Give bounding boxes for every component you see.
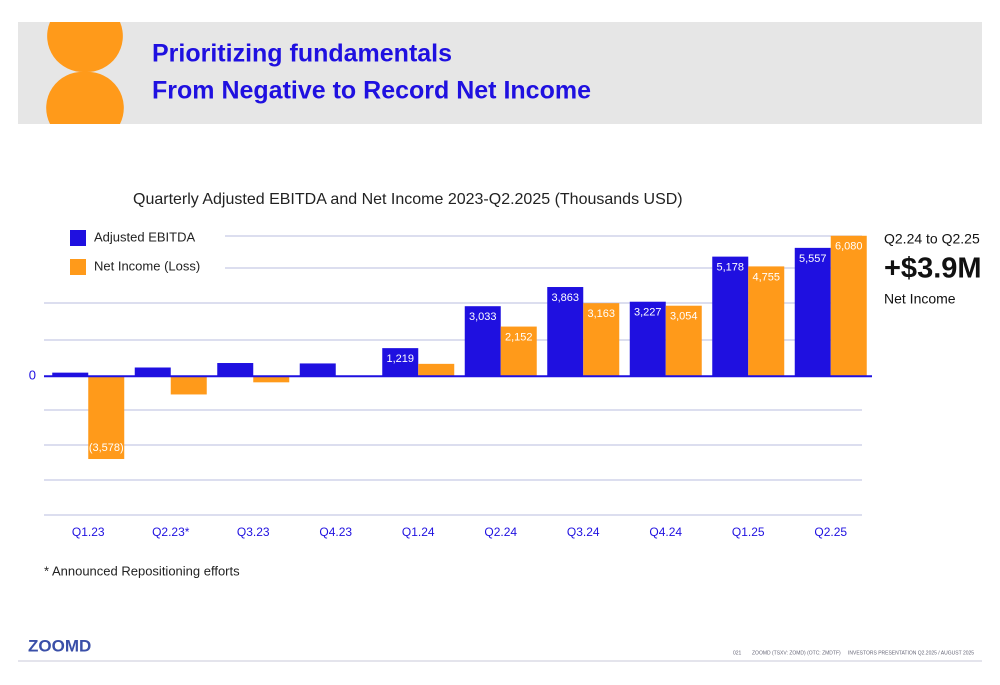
value-label: 557 — [309, 348, 327, 360]
footer-page: 021 — [733, 650, 742, 656]
bar — [88, 376, 125, 460]
bar — [500, 326, 537, 377]
bar — [170, 376, 207, 395]
x-tick-label: Q3.23 — [237, 525, 270, 539]
value-label: 159 — [61, 358, 79, 370]
x-tick-label: Q1.24 — [402, 525, 435, 539]
value-label: 575 — [226, 348, 244, 360]
x-tick-label: Q1.25 — [732, 525, 765, 539]
x-tick-label: Q2.23* — [152, 525, 190, 539]
x-tick-label: Q4.23 — [319, 525, 352, 539]
value-label: 5,557 — [799, 253, 827, 265]
value-label: 1,219 — [386, 353, 414, 365]
bar — [629, 301, 666, 377]
bar — [583, 303, 620, 377]
bar — [382, 348, 419, 377]
header-title: Prioritizing fundamentals — [152, 40, 452, 68]
bar — [52, 372, 89, 377]
x-tick-label: Q2.24 — [484, 525, 517, 539]
bar — [665, 305, 702, 377]
value-label: 3,163 — [587, 308, 615, 320]
bar — [464, 306, 501, 377]
header-band — [18, 22, 982, 124]
value-label: (3,578) — [89, 442, 124, 454]
footnote: * Announced Repositioning efforts — [44, 563, 240, 578]
value-label: (785) — [176, 397, 202, 409]
bar — [217, 363, 254, 377]
y-tick-label: 0 — [29, 368, 36, 383]
chart-title: Quarterly Adjusted EBITDA and Net Income… — [133, 191, 683, 208]
legend-label: Adjusted EBITDA — [94, 229, 195, 244]
header-icon — [46, 22, 124, 124]
value-label: 3,054 — [670, 311, 698, 323]
value-label: 3,033 — [469, 311, 497, 323]
legend-label: Net Income (Loss) — [94, 258, 200, 273]
footer-presentation: INVESTORS PRESENTATION Q2.2025 / AUGUST … — [848, 650, 974, 656]
value-label: 5,178 — [716, 262, 744, 274]
annotation-label: Net Income — [884, 291, 956, 307]
bar — [712, 256, 749, 377]
value-label: 381 — [144, 352, 162, 364]
value-label: (31) — [344, 380, 364, 392]
header-title: From Negative to Record Net Income — [152, 77, 591, 105]
bar — [418, 363, 455, 377]
value-label: 4,755 — [752, 271, 780, 283]
bar — [547, 287, 584, 377]
bar — [134, 367, 171, 377]
x-tick-label: Q2.25 — [814, 525, 847, 539]
footer-ticker: ZOOMD (TSXV: ZOMD) (OTC: ZMDTF) — [752, 650, 841, 656]
value-label: 2,152 — [505, 331, 533, 343]
bar — [299, 363, 336, 377]
annotation-value: +$3.9M — [884, 253, 982, 285]
legend-swatch — [70, 230, 86, 246]
value-label: 539 — [427, 349, 445, 361]
plot: Adjusted EBITDA Net Income (Loss) Q1.23 159… — [29, 229, 872, 539]
bar — [253, 376, 290, 383]
value-label: 3,863 — [551, 292, 579, 304]
bar — [794, 247, 831, 377]
bar — [830, 235, 867, 377]
value-label: 3,227 — [634, 307, 662, 319]
logo: ZOOMD — [28, 636, 91, 655]
annotation-period: Q2.24 to Q2.25 — [884, 231, 980, 247]
x-tick-label: Q4.24 — [649, 525, 682, 539]
value-label: 6,080 — [835, 241, 863, 253]
x-tick-label: Q1.23 — [72, 525, 105, 539]
bar — [748, 266, 785, 377]
value-label: (260) — [258, 385, 284, 397]
x-tick-label: Q3.24 — [567, 525, 600, 539]
legend-swatch — [70, 259, 86, 275]
